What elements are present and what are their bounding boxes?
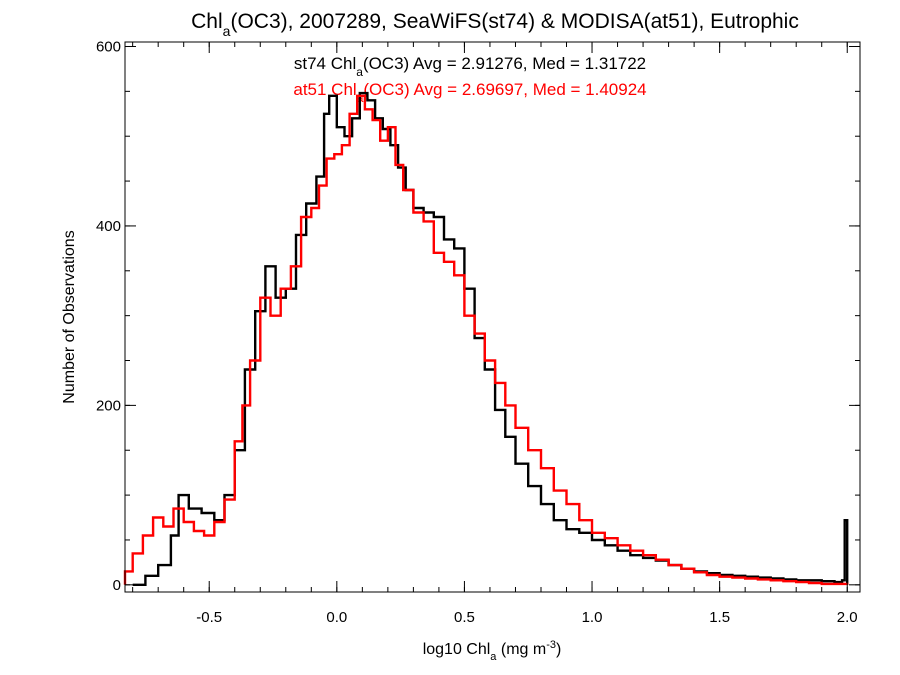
y-tick-label: 0 xyxy=(113,577,121,594)
x-tick-label: 0.0 xyxy=(326,609,347,626)
annotation-st74: st74 Chla(OC3) Avg = 2.91276, Med = 1.31… xyxy=(294,54,646,79)
x-tick-label: 1.0 xyxy=(582,609,603,626)
series-st74-line xyxy=(132,91,849,586)
axis-tick-labels: -0.5 0.0 0.5 1.0 1.5 2.0 0 200 400 600 xyxy=(96,38,858,626)
y-axis-label: Number of Observations xyxy=(61,230,78,403)
x-axis-label: log10 Chla (mg m-3) xyxy=(423,639,562,663)
x-tick-label: 0.5 xyxy=(454,609,475,626)
x-tick-label: -0.5 xyxy=(196,609,222,626)
plot-frame xyxy=(124,41,861,593)
x-tick-label: 2.0 xyxy=(837,609,858,626)
y-tick-label: 600 xyxy=(96,38,121,55)
y-tick-label: 200 xyxy=(96,397,121,414)
y-tick-label: 400 xyxy=(96,218,121,235)
series-at51-line xyxy=(123,94,849,586)
annotation-at51: at51 Chla(OC3) Avg = 2.69697, Med = 1.40… xyxy=(293,80,646,105)
x-tick-label: 1.5 xyxy=(709,609,730,626)
axis-ticks xyxy=(125,42,860,592)
chart-title: Chla(OC3), 2007289, SeaWiFS(st74) & MODI… xyxy=(191,10,799,39)
